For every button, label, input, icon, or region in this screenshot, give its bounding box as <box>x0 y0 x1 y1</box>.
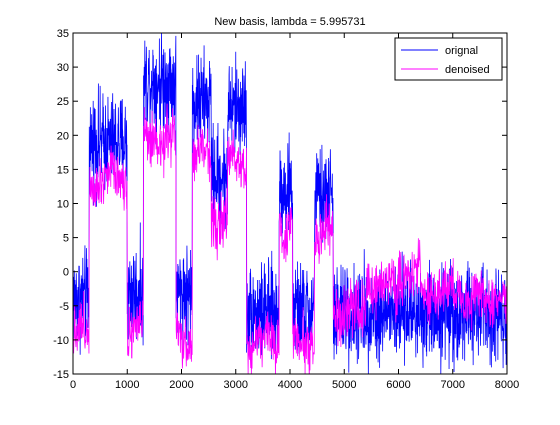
x-tick-label: 0 <box>70 379 76 391</box>
y-tick-label: -15 <box>53 369 69 381</box>
y-tick-label: 5 <box>63 233 69 245</box>
legend-label-orignal: orignal <box>445 45 478 57</box>
y-tick-label: 10 <box>57 199 69 211</box>
x-tick-label: 2000 <box>169 379 193 391</box>
y-tick-label: -10 <box>53 335 69 347</box>
x-tick-label: 4000 <box>278 379 302 391</box>
x-tick-label: 7000 <box>441 379 465 391</box>
y-tick-label: 25 <box>57 96 69 108</box>
y-tick-label: 15 <box>57 164 69 176</box>
y-tick-label: 30 <box>57 62 69 74</box>
x-tick-label: 3000 <box>224 379 248 391</box>
legend: orignal denoised <box>395 38 502 80</box>
x-tick-label: 8000 <box>495 379 519 391</box>
x-tick-label: 6000 <box>386 379 410 391</box>
y-tick-label: 20 <box>57 130 69 142</box>
legend-label-denoised: denoised <box>445 64 490 76</box>
y-tick-label: 35 <box>57 28 69 40</box>
y-tick-label: 0 <box>63 267 69 279</box>
chart-title: New basis, lambda = 5.995731 <box>214 16 365 28</box>
x-tick-label: 5000 <box>332 379 356 391</box>
y-tick-label: -5 <box>59 301 69 313</box>
x-tick-label: 1000 <box>115 379 139 391</box>
